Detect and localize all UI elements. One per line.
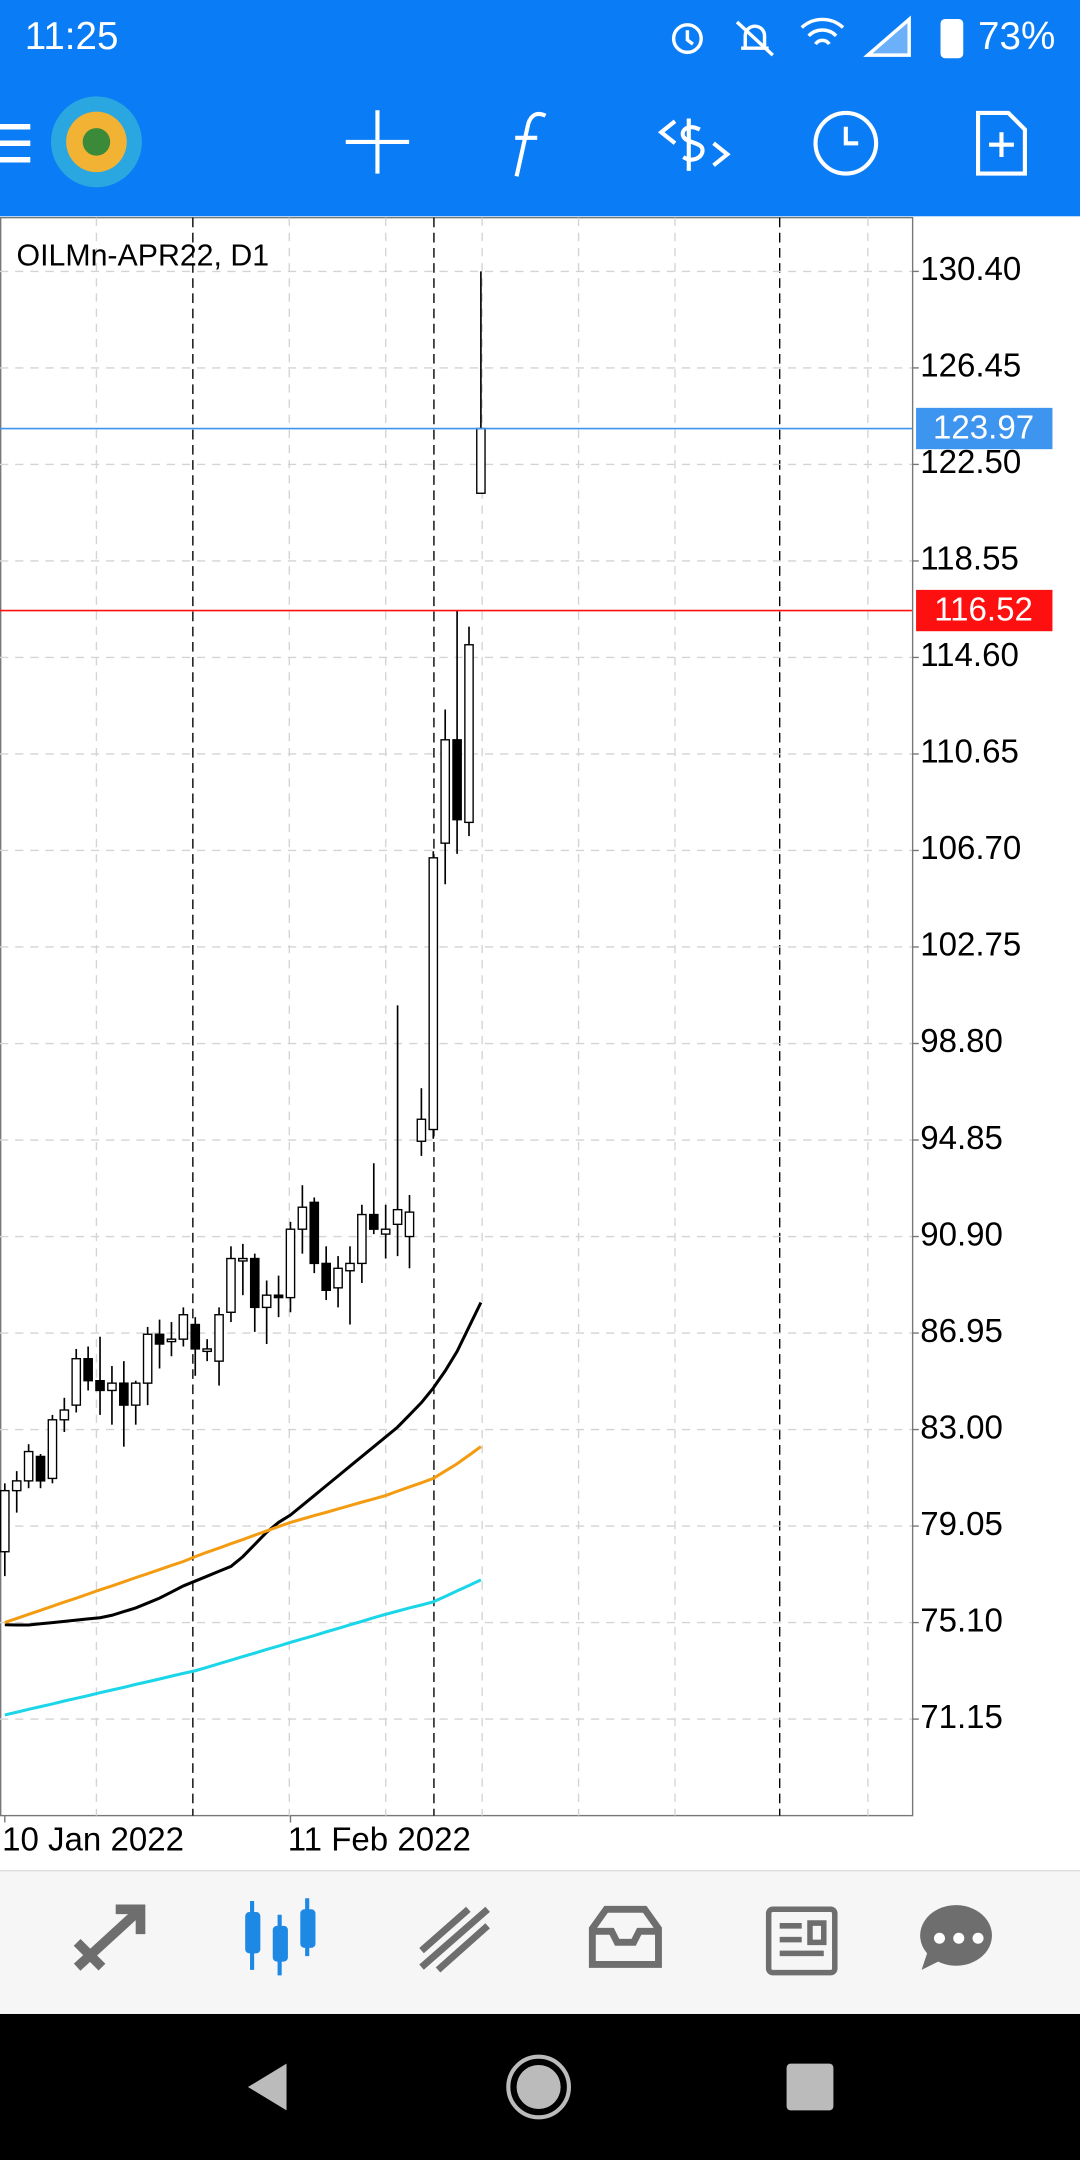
candle-body xyxy=(309,1201,320,1265)
candle-body xyxy=(214,1314,224,1362)
y-tick-label: 71.15 xyxy=(920,1699,1003,1736)
indicator-line xyxy=(4,1578,482,1717)
toolbar xyxy=(0,96,1027,188)
candle-body xyxy=(416,1118,427,1142)
x-tick-label: 10 Jan 2022 xyxy=(2,1822,184,1859)
indicator-line xyxy=(4,1445,482,1625)
menu-button[interactable] xyxy=(0,123,31,163)
y-tick-label: 118.55 xyxy=(920,541,1019,578)
price-label-box xyxy=(916,407,1053,450)
candle-body xyxy=(345,1262,355,1272)
candle-body xyxy=(285,1228,296,1299)
candle-body xyxy=(392,1208,403,1226)
nav-history[interactable] xyxy=(588,1905,662,1968)
candle-body xyxy=(202,1348,212,1353)
nav-chart[interactable] xyxy=(245,1898,316,1976)
candle-body xyxy=(23,1450,34,1482)
status-time: 11:25 xyxy=(25,15,119,58)
candle-body xyxy=(119,1382,129,1406)
candle-body xyxy=(95,1380,105,1392)
candle-body xyxy=(321,1262,331,1291)
nav-home[interactable] xyxy=(516,2064,561,2110)
candle-body xyxy=(35,1455,46,1482)
candle-body xyxy=(0,1489,10,1553)
price-label: 123.97 xyxy=(933,410,1034,447)
candle-body xyxy=(11,1480,22,1492)
y-tick-label: 126.45 xyxy=(920,348,1021,385)
y-tick-label: 83.00 xyxy=(920,1409,1003,1446)
nav-recents[interactable] xyxy=(786,2063,834,2111)
status-battery: 73% xyxy=(978,15,1055,58)
indicator-line xyxy=(4,1301,483,1627)
candle-body xyxy=(380,1228,391,1235)
chart-title: OILMn-APR22, D1 xyxy=(17,240,270,273)
candle-body xyxy=(440,739,451,844)
candle-body xyxy=(178,1314,189,1340)
candle-body xyxy=(464,644,474,824)
candle-body xyxy=(357,1213,367,1265)
y-tick-label: 130.40 xyxy=(920,251,1021,288)
nav-trade[interactable] xyxy=(419,1906,490,1973)
trade-button[interactable] xyxy=(657,118,731,171)
candle-body xyxy=(190,1323,201,1350)
crosshair-button[interactable] xyxy=(345,110,410,174)
status-icons xyxy=(671,15,964,59)
candle-body xyxy=(47,1419,58,1480)
nav-news[interactable] xyxy=(765,1906,838,1976)
timeframe-button[interactable] xyxy=(813,110,879,176)
candle-body xyxy=(142,1333,153,1384)
candle-body xyxy=(249,1257,260,1309)
candle-body xyxy=(83,1358,93,1382)
y-tick-label: 102.75 xyxy=(920,927,1021,964)
nav-back[interactable] xyxy=(247,2063,287,2111)
vertical-grid xyxy=(0,217,912,1816)
candle-body xyxy=(107,1382,117,1392)
candle-body xyxy=(476,427,486,494)
bottom-nav xyxy=(0,1870,1080,2014)
y-tick-label: 106.70 xyxy=(920,830,1021,867)
candle-body xyxy=(261,1294,272,1309)
y-tick-label: 98.80 xyxy=(920,1023,1003,1060)
candle-body xyxy=(226,1257,236,1313)
template-button[interactable] xyxy=(975,110,1027,176)
candle-body xyxy=(71,1358,82,1406)
candle-body xyxy=(428,857,439,1131)
candle-body xyxy=(130,1382,141,1406)
y-tick-label: 94.85 xyxy=(920,1120,1003,1157)
candle-body xyxy=(273,1294,284,1299)
y-tick-label: 79.05 xyxy=(920,1506,1003,1543)
y-tick-label: 86.95 xyxy=(920,1313,1003,1350)
nav-quotes[interactable] xyxy=(73,1904,146,1971)
indicators-button[interactable] xyxy=(514,111,547,177)
price-label: 116.52 xyxy=(934,592,1033,629)
y-tick-label: 122.50 xyxy=(920,444,1021,481)
price-label-box xyxy=(916,589,1053,632)
app-header xyxy=(0,0,1080,217)
candle-body xyxy=(59,1409,70,1421)
y-tick-label: 110.65 xyxy=(920,734,1019,771)
candle-body xyxy=(333,1267,343,1289)
x-tick-label: 11 Feb 2022 xyxy=(288,1822,471,1859)
candle-body xyxy=(238,1257,248,1262)
y-tick-label: 75.10 xyxy=(920,1602,1003,1639)
nav-home-ring xyxy=(506,2054,571,2120)
candle-body xyxy=(166,1338,177,1343)
plot-area xyxy=(0,216,914,1817)
candle-body xyxy=(404,1211,415,1238)
y-tick-label: 114.60 xyxy=(920,637,1019,674)
y-tick-label: 90.90 xyxy=(920,1216,1003,1253)
candle-body xyxy=(154,1333,165,1345)
candle-body xyxy=(297,1206,308,1230)
candle-body xyxy=(368,1213,379,1230)
bottom-nav-icons xyxy=(73,1898,992,1976)
nav-messages[interactable] xyxy=(920,1905,992,1970)
candle-body xyxy=(452,739,462,821)
